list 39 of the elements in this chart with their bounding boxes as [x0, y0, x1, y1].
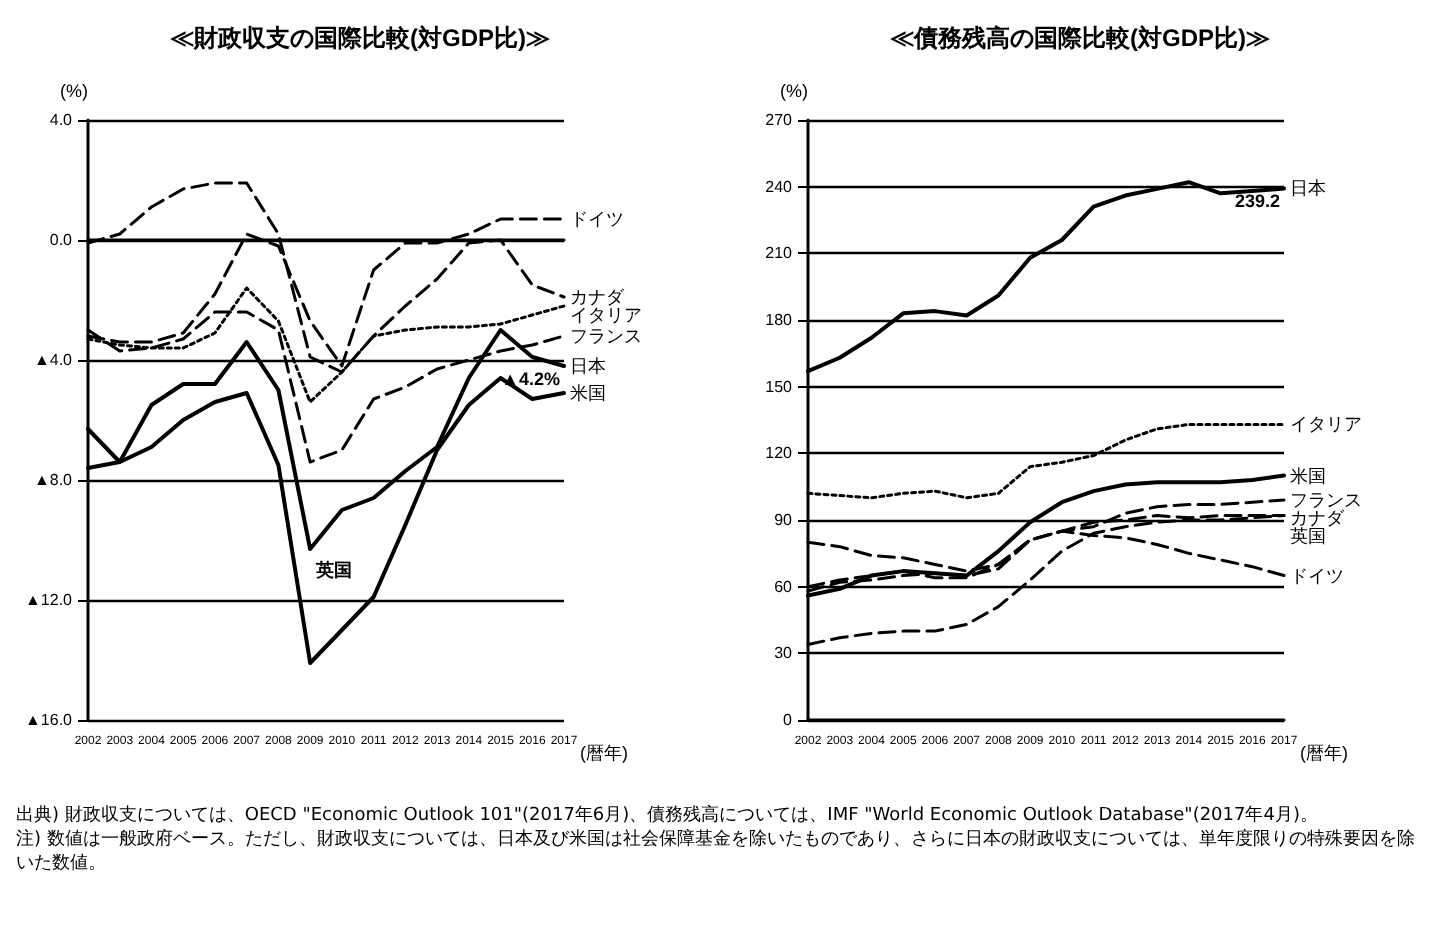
series-label: イタリア	[570, 305, 642, 325]
series-label: ドイツ	[570, 209, 624, 229]
y-tick-label: 120	[765, 444, 794, 463]
y-tick-label: 150	[765, 377, 794, 396]
series-label: イタリア	[1290, 414, 1362, 435]
y-tick-label: ▲8.0	[33, 471, 74, 489]
text: 注) 数値は一般政府ベース。ただし、財政収支については、日本及び米国は社会保障基金を除いたものであり、さらに日本の財政収支については、単年度限りの特殊要因を除いた数値。	[16, 828, 1417, 876]
series-label: 日本	[1290, 178, 1326, 199]
source-note: 出典) 財政収支については、OECD "Economic Outlook 101"(2017年6月)、債務残高については、IMF "World Economic Outlook Database"(2017年4月)。	[16, 804, 1320, 828]
x-axis-title: (暦年)	[1300, 743, 1348, 763]
series-label: 米国	[1290, 465, 1326, 486]
y-tick-label: 270	[765, 111, 794, 129]
series-label: フランス	[570, 326, 642, 346]
y-axis-title: (%)	[60, 81, 88, 101]
series-label: フランス	[1290, 490, 1362, 510]
annotation: 英国	[314, 560, 353, 580]
chart-title: ≪財政収支の国際比較(対GDP比)≫	[170, 24, 550, 52]
series-label: カナダ	[1290, 508, 1346, 528]
y-tick-label: 0.0	[49, 231, 74, 249]
series-label: 英国	[1290, 526, 1326, 546]
series-label: カナダ	[570, 287, 626, 307]
y-tick-label: ▲4.0	[33, 351, 74, 369]
chart-title: ≪債務残高の国際比較(対GDP比)≫	[890, 24, 1270, 52]
y-tick-label: 0	[783, 711, 794, 729]
y-tick-label: 30	[774, 644, 794, 663]
y-tick-label: 210	[765, 244, 794, 263]
y-tick-label: 240	[765, 177, 794, 196]
annotation: 239.2	[1234, 191, 1280, 212]
series-label: 日本	[570, 356, 606, 376]
x-axis-title: (暦年)	[580, 743, 628, 763]
series-label: ドイツ	[1290, 565, 1344, 586]
y-tick-label: 4.0	[49, 111, 74, 129]
y-axis-title: (%)	[780, 81, 808, 101]
series-label: 米国	[570, 383, 606, 403]
y-tick-label: ▲12.0	[25, 591, 74, 609]
y-tick-label: 180	[765, 311, 794, 329]
y-tick-label: 60	[774, 577, 794, 596]
y-tick-label: 90	[774, 511, 794, 529]
y-tick-label: ▲16.0	[25, 711, 74, 729]
